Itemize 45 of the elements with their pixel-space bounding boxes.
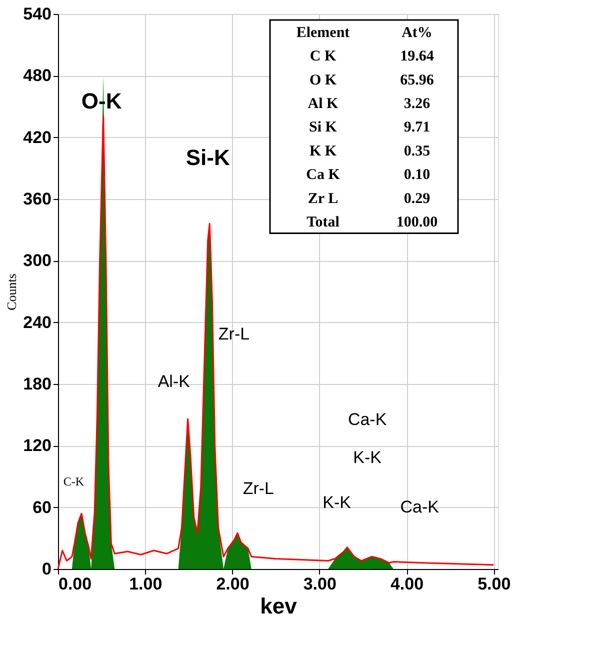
annotation: Al K: [308, 96, 339, 112]
y-tick-label: 300: [23, 251, 52, 270]
annotation: C-K: [63, 474, 84, 489]
y-axis-title: Counts: [4, 274, 20, 310]
annotation: Zr L: [308, 190, 338, 207]
x-tick-label: 0.00: [58, 574, 92, 594]
x-tick-label: 1.00: [129, 574, 162, 594]
annotation: 9.71: [404, 120, 430, 136]
y-tick-label: 60: [32, 498, 52, 517]
y-tick-label: 540: [23, 4, 52, 24]
annotation: At%: [402, 24, 432, 41]
annotation: Ca-K: [400, 497, 440, 516]
y-tick-label: 240: [23, 312, 52, 332]
annotation: K K: [309, 143, 337, 160]
x-tick-label: 5.00: [478, 574, 511, 594]
y-tick-label: 420: [23, 128, 52, 147]
annotation: 19.64: [400, 48, 434, 65]
annotation: 65.96: [400, 72, 434, 88]
y-tick-label: 480: [23, 66, 52, 86]
annotation: C K: [310, 48, 336, 65]
annotation: K-K: [322, 493, 352, 512]
annotation: 100.00: [396, 214, 438, 230]
annotation: 0.10: [404, 167, 430, 184]
annotation: Zr-L: [218, 324, 250, 344]
annotation: Al-K: [158, 372, 191, 391]
x-tick-label: 4.00: [390, 574, 424, 594]
annotation: Si-K: [186, 144, 230, 170]
annotation: Si K: [309, 120, 338, 136]
annotation: Ca K: [306, 167, 340, 184]
annotation: K-K: [353, 448, 382, 467]
x-tick-label: 2.00: [216, 574, 250, 594]
annotation: Ca-K: [348, 410, 388, 429]
y-tick-label: 180: [23, 374, 52, 394]
annotation: 3.26: [404, 96, 431, 112]
x-axis-title: kev: [260, 594, 298, 618]
annotation: 0.35: [404, 143, 430, 160]
y-tick-label: 120: [23, 436, 52, 456]
annotation: O K: [309, 72, 337, 88]
annotation: Zr-L: [242, 478, 274, 498]
y-tick-label: 0: [42, 560, 52, 578]
annotation: 0.29: [404, 190, 430, 207]
annotation: Total: [306, 214, 340, 230]
y-tick-label: 360: [23, 190, 52, 208]
x-tick-label: 3.00: [303, 574, 336, 594]
annotation: Element: [296, 24, 350, 41]
